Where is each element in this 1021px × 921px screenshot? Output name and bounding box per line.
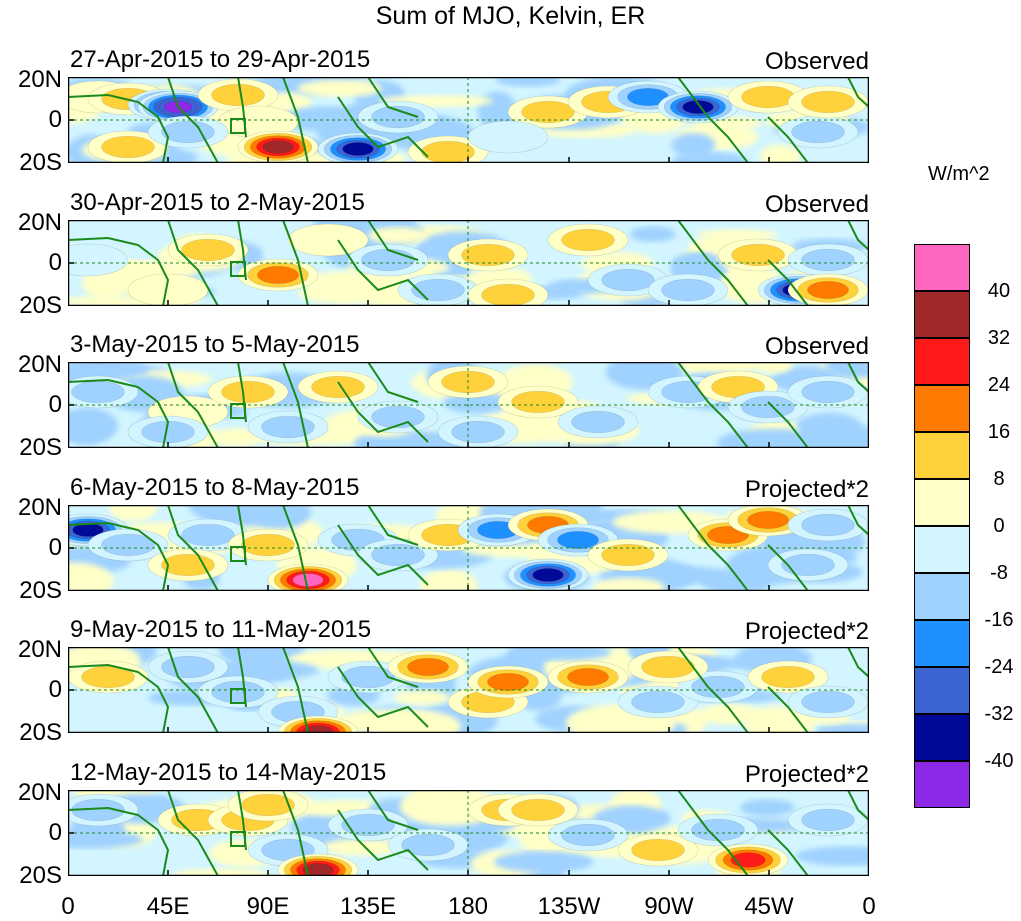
latitude-label: 20S [19,434,62,461]
colorbar-swatch [914,620,970,667]
coastline [68,220,869,306]
panel-status: Projected*2 [744,618,869,645]
colorbar-swatch [914,714,970,761]
colorbar-label: -16 [984,609,1014,631]
coastline [68,77,869,163]
colorbar-swatch [914,573,970,620]
panel-date-range: 9-May-2015 to 11-May-2015 [70,616,372,643]
longitude-label: 90E [246,893,290,920]
latitude-label: 20N [17,209,62,236]
panel-status: Observed [764,48,869,75]
latitude-label: 0 [48,106,62,133]
latitude-label: 0 [48,391,62,418]
longitude-label: 90W [644,893,694,920]
colorbar-swatch [914,291,970,338]
longitude-label: 180 [447,893,489,920]
colorbar-swatch [914,338,970,385]
colorbar-swatch [914,667,970,714]
coastline [68,505,869,591]
panel-date-range: 27-Apr-2015 to 29-Apr-2015 [70,46,371,73]
longitude-label: 0 [862,893,876,920]
anomaly-map [68,790,869,876]
longitude-label: 135W [537,893,601,920]
latitude-label: 20N [17,636,62,663]
longitude-label: 45W [744,893,794,920]
longitude-label: 0 [61,893,75,920]
panel-status: Projected*2 [744,761,869,788]
colorbar-swatch [914,761,970,808]
panel-date-range: 30-Apr-2015 to 2-May-2015 [70,189,365,216]
anomaly-map [68,362,869,448]
colorbar-label: 24 [987,374,1011,396]
panel-date-range: 12-May-2015 to 14-May-2015 [70,759,387,786]
coastline [68,790,869,876]
anomaly-map [68,220,869,306]
colorbar-swatch [914,385,970,432]
panel-status: Observed [764,191,869,218]
region-box-marker [230,118,246,134]
anomaly-map [68,505,869,591]
region-box-marker [230,688,246,704]
latitude-label: 0 [48,249,62,276]
latitude-label: 20S [19,292,62,319]
latitude-label: 20N [17,351,62,378]
anomaly-map [68,647,869,733]
coastline [68,647,869,733]
longitude-label: 45E [146,893,190,920]
longitude-label: 135E [339,893,397,920]
latitude-label: 20N [17,66,62,93]
region-box-marker [230,261,246,277]
colorbar-label: 32 [987,327,1011,349]
latitude-label: 20N [17,494,62,521]
colorbar-swatch [914,244,970,291]
panel-status: Projected*2 [744,476,869,503]
latitude-label: 20S [19,719,62,746]
coastline [68,362,869,448]
anomaly-map [68,77,869,163]
colorbar-swatch [914,526,970,573]
colorbar-label: 40 [987,280,1011,302]
latitude-label: 0 [48,819,62,846]
panel-status: Observed [764,333,869,360]
colorbar-label: 0 [993,515,1005,537]
colorbar-swatch [914,432,970,479]
colorbar-swatch [914,479,970,526]
region-box-marker [230,546,246,562]
latitude-label: 20S [19,149,62,176]
colorbar-label: 8 [993,468,1005,490]
latitude-label: 0 [48,534,62,561]
latitude-label: 20S [19,577,62,604]
colorbar-label: -8 [990,562,1008,584]
colorbar-label: -24 [984,656,1014,678]
panel-date-range: 3-May-2015 to 5-May-2015 [70,331,360,358]
latitude-label: 20N [17,779,62,806]
colorbar-label: -32 [984,703,1014,725]
colorbar-label: 16 [987,421,1011,443]
region-box-marker [230,403,246,419]
colorbar-units: W/m^2 [928,163,990,185]
latitude-label: 20S [19,862,62,889]
latitude-label: 0 [48,676,62,703]
panel-date-range: 6-May-2015 to 8-May-2015 [70,474,360,501]
colorbar-label: -40 [984,750,1014,772]
region-box-marker [230,831,246,847]
figure-title: Sum of MJO, Kelvin, ER [375,2,646,30]
